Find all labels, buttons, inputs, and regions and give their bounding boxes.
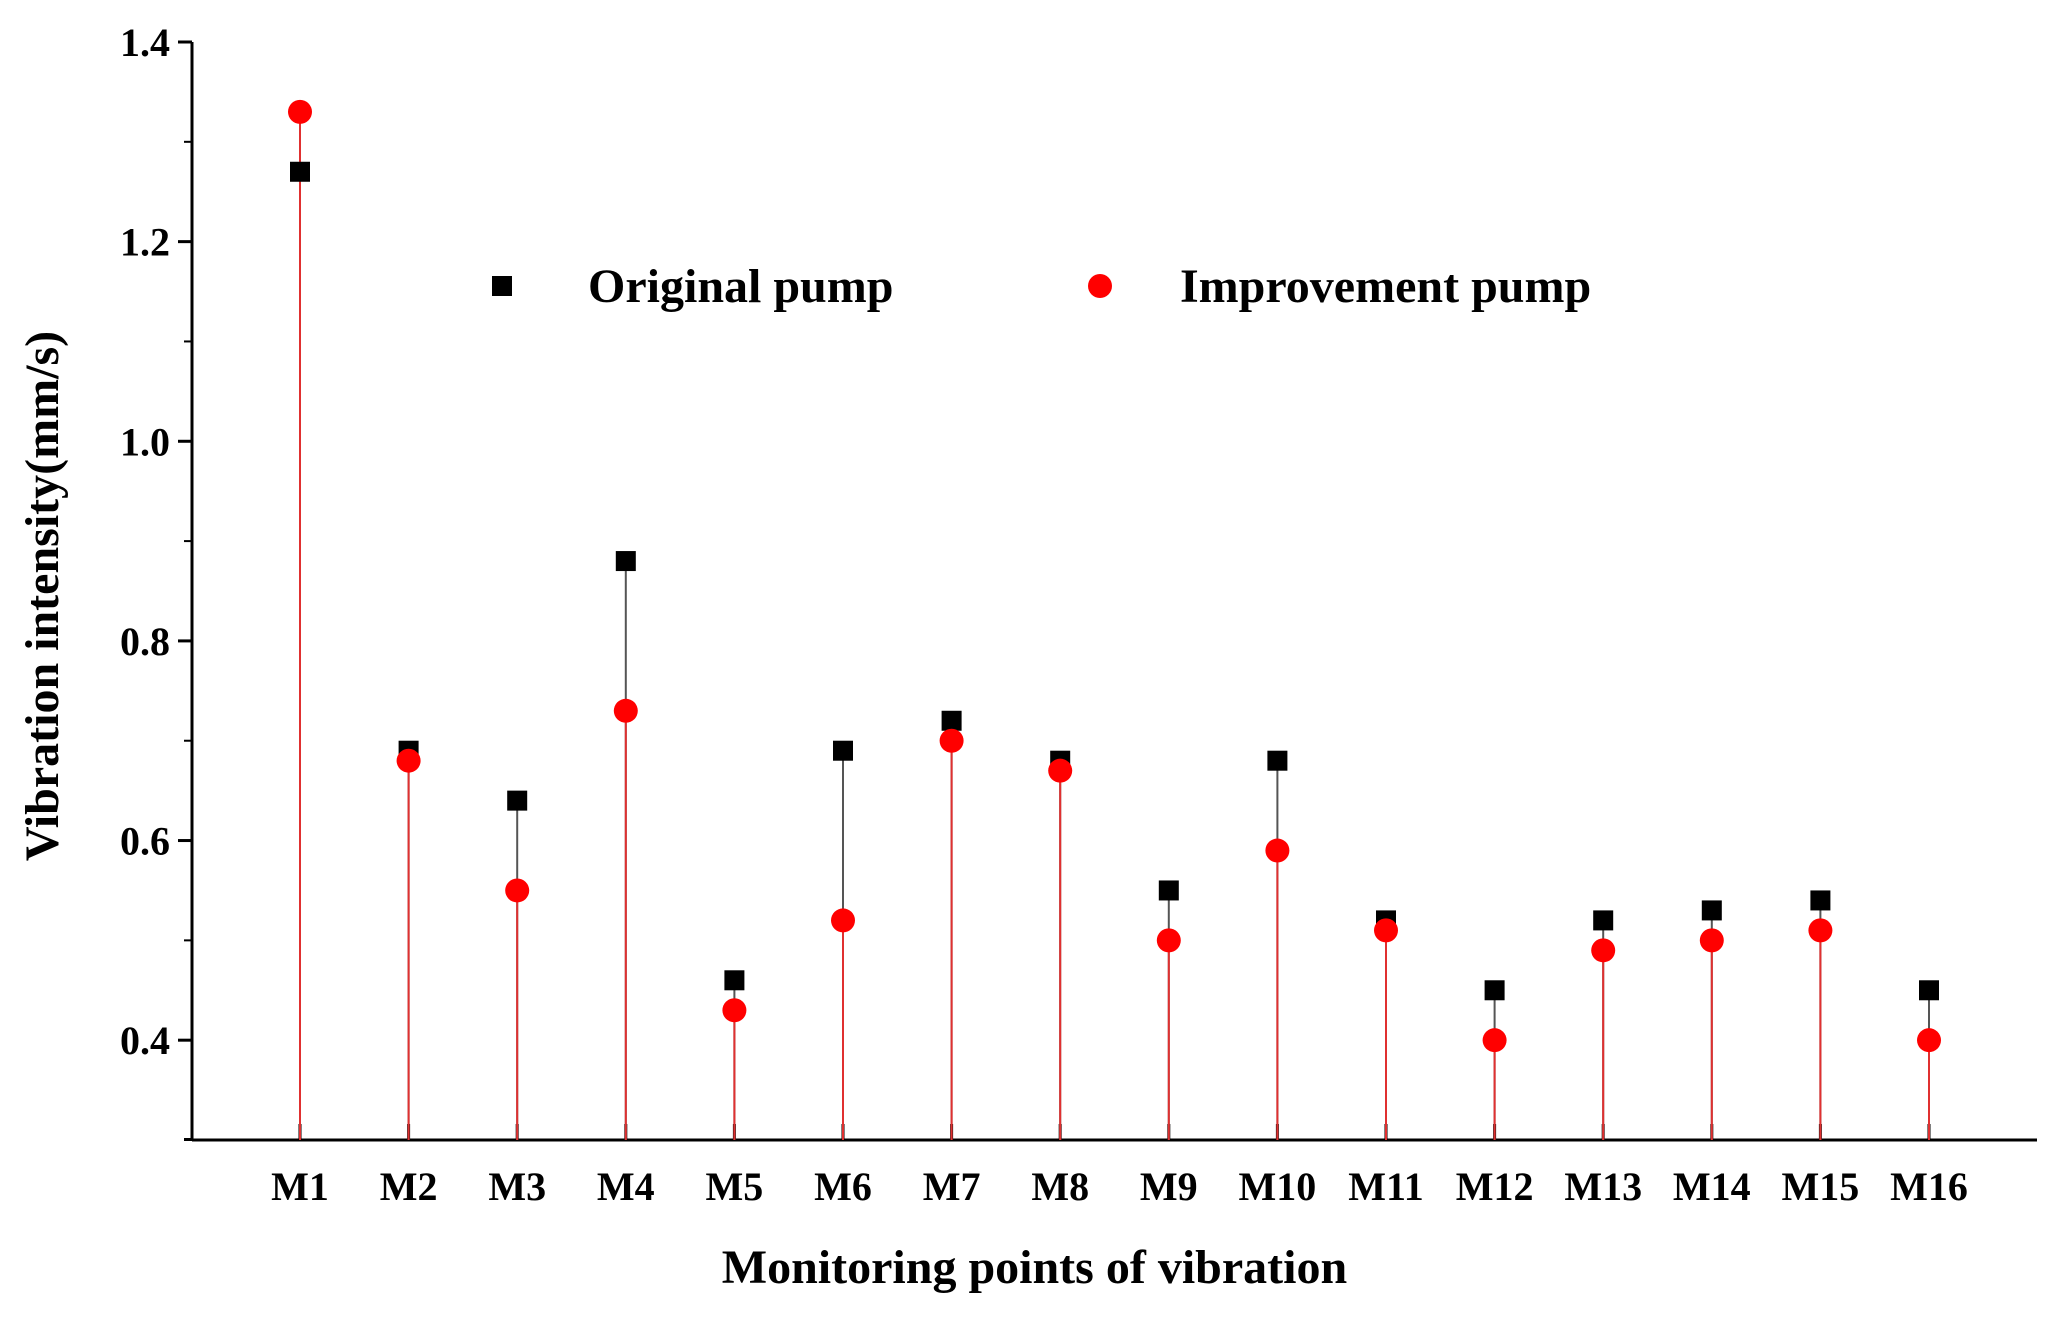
x-tick-label: M7	[923, 1164, 981, 1209]
improvement-pump-point	[288, 99, 312, 124]
improvement-pump-point	[1917, 1028, 1941, 1053]
original-pump-point	[1593, 910, 1614, 931]
x-tick-label: M1	[271, 1164, 329, 1209]
y-tick-label: 0.6	[120, 819, 170, 864]
legend-marker-improvement-pump	[1088, 274, 1112, 298]
legend-marker-original-pump	[492, 276, 512, 296]
x-tick-label: M9	[1140, 1164, 1198, 1209]
original-pump-point	[1701, 900, 1722, 921]
original-pump-point	[507, 790, 528, 811]
plot-area: 0.4 0.6 0.8 1.0 1.2 1.4 M1 M2 M3 M4 M5 M6 M7 M8 M9 M10 M…	[16, 20, 2037, 1294]
legend-label-improvement-pump: Improvement pump	[1180, 260, 1591, 313]
improvement-pump-point	[613, 698, 638, 723]
x-tick-label: M12	[1456, 1164, 1534, 1209]
improvement-pump-point	[1374, 918, 1398, 943]
x-tick-label: M15	[1782, 1164, 1860, 1209]
x-axis-title: Monitoring points of vibration	[722, 1241, 1347, 1294]
x-tick-label: M11	[1348, 1164, 1424, 1209]
original-pump-point	[1484, 980, 1505, 1001]
y-tick-label: 1.4	[120, 20, 170, 65]
x-tick-label: M8	[1031, 1164, 1089, 1209]
x-tick-label: M4	[597, 1164, 655, 1209]
x-tick-label: M14	[1673, 1164, 1751, 1209]
improvement-pump-point	[1808, 918, 1833, 943]
legend-label-original-pump: Original pump	[588, 260, 893, 313]
original-pump-point	[1267, 750, 1288, 771]
improvement-pump-point	[1591, 938, 1616, 963]
x-tick-label: M10	[1239, 1164, 1317, 1209]
original-pump-point	[941, 710, 962, 731]
y-tick-label: 1.0	[120, 419, 170, 464]
improvement-pump-point	[939, 728, 964, 753]
y-tick-label: 0.4	[120, 1018, 170, 1063]
original-pump-point	[290, 161, 310, 182]
x-tick-label: M6	[814, 1164, 872, 1209]
improvement-pump-point	[722, 998, 747, 1023]
original-pump-point	[1810, 890, 1831, 911]
x-tick-label: M13	[1564, 1164, 1642, 1209]
original-pump-point	[724, 970, 745, 991]
x-tick-label: M3	[488, 1164, 546, 1209]
improvement-pump-point	[1699, 928, 1724, 953]
y-tick-label: 0.8	[120, 619, 170, 664]
improvement-pump-point	[1048, 758, 1073, 783]
improvement-pump-point	[1156, 928, 1181, 953]
improvement-pump-point	[831, 908, 855, 933]
improvement-pump-point	[1265, 838, 1290, 863]
original-pump-point	[1919, 980, 1939, 1001]
original-pump-point	[615, 551, 636, 572]
y-axis-title: Vibration intensity(mm/s)	[16, 331, 69, 861]
original-pump-point	[833, 740, 853, 761]
improvement-pump-point	[1482, 1028, 1507, 1053]
x-tick-label: M5	[706, 1164, 764, 1209]
y-tick-label: 1.2	[120, 220, 170, 265]
improvement-pump-point	[505, 878, 530, 903]
x-tick-label: M16	[1890, 1164, 1968, 1209]
improvement-pump-point	[396, 748, 421, 773]
x-tick-label: M2	[380, 1164, 438, 1209]
original-pump-point	[1158, 880, 1179, 901]
